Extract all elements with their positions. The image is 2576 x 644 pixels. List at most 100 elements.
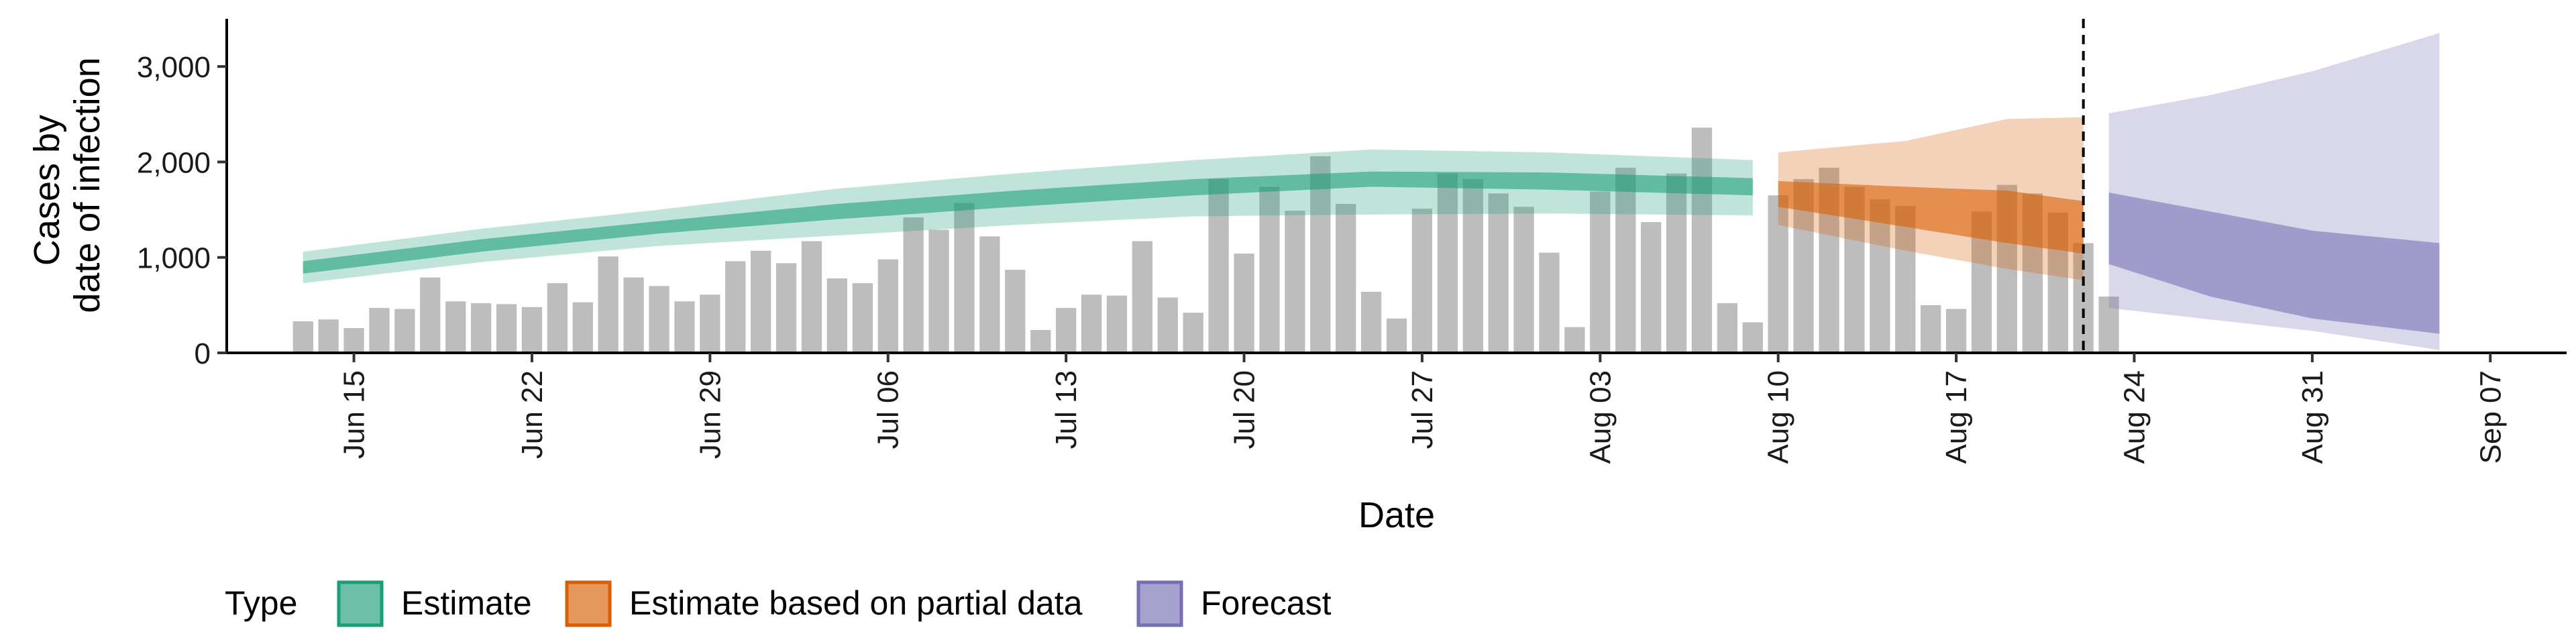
reported-cases-bar [928, 229, 949, 353]
x-tick-label: Jul 27 [1406, 370, 1439, 449]
reported-cases-bar [1462, 179, 1483, 353]
x-axis-ticks: Jun 15 Jun 22 Jun 29 Jul 06 Jul 13 Jul 20 Jul … [338, 353, 2507, 464]
reported-cases-bar [1742, 322, 1763, 353]
reported-cases-bar [1513, 207, 1534, 353]
reported-cases-bar [1768, 195, 1788, 353]
reported-cases-bar [1234, 254, 1254, 353]
y-tick-label: 1,000 [137, 242, 211, 275]
x-tick-label: Jul 06 [872, 370, 905, 449]
reported-cases-bar [292, 321, 313, 353]
reported-cases-bar [1360, 291, 1382, 353]
reported-cases-bar [598, 256, 619, 353]
estimate-band-50 [303, 171, 1753, 274]
reported-cases-bar [369, 308, 390, 353]
legend-label-partial: Estimate based on partial data [629, 584, 1083, 622]
reported-cases-bar [801, 241, 822, 353]
x-tick-label: Aug 03 [1584, 370, 1617, 464]
reported-cases-bars [292, 127, 2119, 353]
x-tick-label: Jul 13 [1050, 370, 1083, 449]
reported-cases-bar [700, 294, 720, 353]
x-tick-label: Jun 22 [516, 370, 549, 459]
y-tick-label: 2,000 [137, 146, 211, 179]
x-tick-label: Aug 17 [1940, 370, 1973, 464]
reported-cases-bar [826, 278, 847, 353]
reported-cases-bar [471, 303, 492, 353]
y-axis-title-line-2: date of infection [67, 57, 107, 313]
estimate-bands [303, 33, 2440, 350]
reported-cases-bar [1564, 327, 1585, 353]
legend-label-estimate: Estimate [401, 584, 532, 622]
x-tick-label: Aug 10 [1762, 370, 1795, 464]
reported-cases-bar [1132, 241, 1152, 353]
y-axis-ticks: 0 1,000 2,000 3,000 [137, 51, 227, 370]
reported-cases-bar [1208, 179, 1229, 353]
reported-cases-bar [1056, 308, 1077, 353]
reported-cases-bar [1691, 127, 1713, 353]
x-tick-label: Jun 15 [338, 370, 371, 459]
reported-cases-bar [1870, 199, 1890, 353]
reported-cases-bar [1895, 205, 1916, 353]
reported-cases-bar [2098, 297, 2119, 353]
reported-cases-bar [1945, 309, 1967, 353]
reported-cases-bar [1437, 173, 1458, 353]
reported-cases-bar [954, 203, 975, 353]
legend-title: Type [225, 584, 297, 622]
y-tick-label: 0 [195, 337, 211, 370]
x-tick-label: Jul 20 [1228, 370, 1261, 449]
reported-cases-bar [751, 250, 771, 353]
reported-cases-bar [1081, 294, 1102, 353]
legend-swatch-estimate [337, 580, 384, 627]
reported-cases-bar [1285, 211, 1305, 353]
reported-cases-bar [547, 283, 568, 353]
x-tick-label: Sep 07 [2474, 370, 2507, 464]
estimate-band-90 [303, 149, 1753, 284]
axes [225, 19, 2567, 354]
reported-cases-bar [877, 259, 898, 353]
x-tick-label: Jun 29 [694, 370, 727, 459]
reported-cases-bar [496, 304, 517, 353]
y-tick-label: 3,000 [137, 51, 211, 84]
x-tick-label: Aug 24 [2118, 370, 2151, 464]
reported-cases-bar [572, 302, 593, 353]
reported-cases-bar [343, 328, 364, 353]
reported-cases-bar [318, 319, 339, 353]
reported-cases-bar [1615, 168, 1636, 353]
reported-cases-bar [1157, 297, 1178, 353]
forecast-band-50 [2108, 193, 2440, 334]
reported-cases-bar [1641, 222, 1662, 353]
reported-cases-bar [1411, 209, 1432, 353]
legend-swatch-forecast [1136, 580, 1183, 627]
reported-cases-bar [394, 309, 415, 353]
reported-cases-bar [903, 217, 924, 353]
reported-cases-bar [445, 301, 466, 353]
reported-cases-bar [1030, 329, 1051, 353]
legend-swatch-partial [565, 580, 612, 627]
reported-cases-bar [979, 236, 1000, 353]
reported-cases-bar [725, 261, 746, 353]
x-axis-title: Date [1358, 495, 1435, 535]
legend-label-forecast: Forecast [1201, 584, 1332, 622]
reported-cases-bar [1005, 270, 1026, 353]
reported-cases-bar [1183, 313, 1203, 353]
reported-cases-bar [420, 277, 441, 353]
reported-cases-bar [1539, 252, 1560, 353]
y-axis-title-line-1: Cases by [27, 115, 67, 266]
reported-cases-bar [1590, 191, 1611, 353]
reported-cases-bar [1488, 193, 1509, 353]
reported-cases-bar [521, 307, 543, 353]
reported-cases-bar [1666, 173, 1687, 353]
reported-cases-bar [775, 263, 797, 353]
reported-cases-bar [852, 283, 873, 353]
partial-band-50 [1778, 180, 2084, 254]
reported-cases-bar [674, 301, 695, 353]
reported-cases-bar [1106, 295, 1128, 353]
x-tick-label: Aug 31 [2296, 370, 2329, 464]
y-axis-title: Cases by date of infection [27, 57, 107, 313]
reported-cases-bar [1921, 305, 1941, 353]
reported-cases-bar [649, 286, 669, 353]
reported-cases-bar [1336, 204, 1356, 353]
reported-cases-bar [1717, 303, 1737, 353]
reported-cases-bar [623, 277, 644, 353]
